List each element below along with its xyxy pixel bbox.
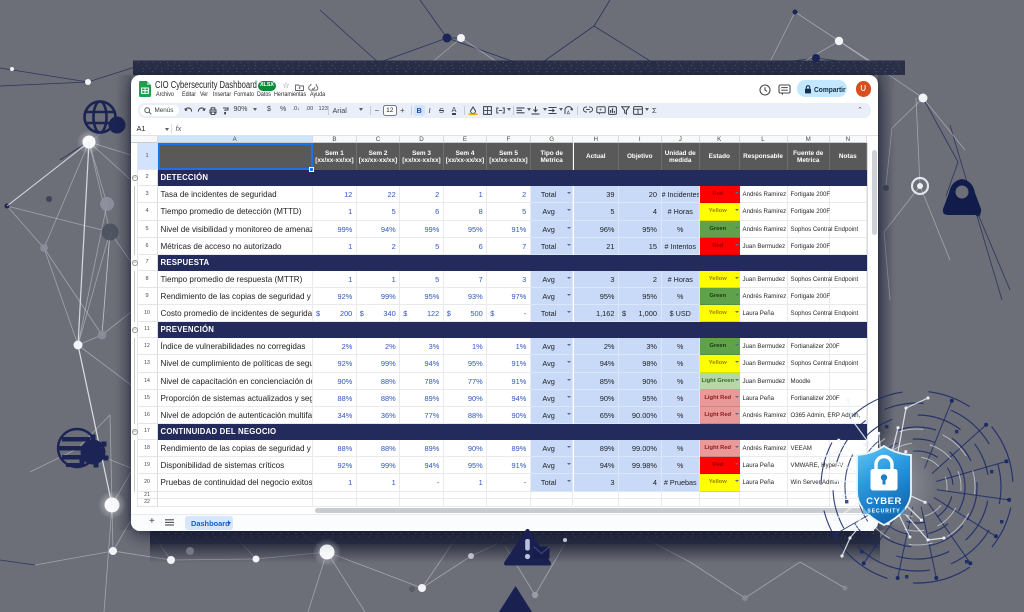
svg-text:CYBER: CYBER [866, 496, 902, 507]
svg-text:+: + [599, 108, 602, 114]
svg-text:SECURITY: SECURITY [867, 509, 900, 515]
svg-text:A: A [566, 110, 570, 115]
